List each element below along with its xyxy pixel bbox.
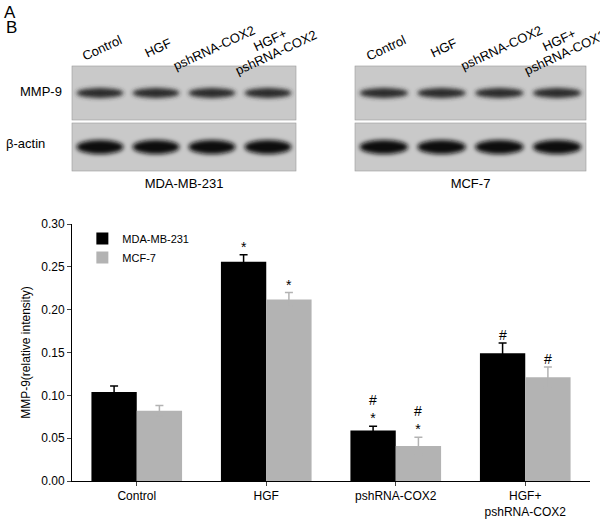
svg-text:pshRNA-COX2: pshRNA-COX2	[171, 22, 258, 74]
svg-text:MDA-MB-231: MDA-MB-231	[145, 176, 224, 191]
svg-text:MDA-MB-231: MDA-MB-231	[122, 233, 189, 245]
svg-text:HGF+pshRNA-COX2: HGF+pshRNA-COX2	[516, 14, 600, 78]
svg-text:0.20: 0.20	[41, 303, 65, 317]
svg-text:0.15: 0.15	[41, 346, 65, 360]
svg-text:β-actin: β-actin	[6, 136, 45, 151]
svg-text:0.25: 0.25	[41, 260, 65, 274]
svg-text:pshRNA-COX2: pshRNA-COX2	[355, 489, 437, 503]
svg-text:0.30: 0.30	[41, 217, 65, 231]
svg-text:Control: Control	[117, 489, 156, 503]
svg-text:MMP-9(relative intensity): MMP-9(relative intensity)	[19, 286, 33, 419]
svg-text:#: #	[544, 351, 552, 367]
svg-text:0.00: 0.00	[41, 474, 65, 488]
svg-text:*: *	[286, 277, 292, 293]
svg-text:B: B	[6, 18, 18, 37]
svg-text:HGF: HGF	[428, 35, 459, 60]
svg-text:0.05: 0.05	[41, 431, 65, 445]
svg-text:Control: Control	[80, 32, 124, 63]
svg-text:HGF+pshRNA-COX2: HGF+pshRNA-COX2	[485, 489, 567, 519]
svg-text:#: #	[499, 327, 507, 343]
svg-text:HGF+pshRNA-COX2: HGF+pshRNA-COX2	[227, 14, 319, 78]
svg-text:HGF: HGF	[142, 35, 173, 60]
svg-text:MMP-9: MMP-9	[20, 84, 62, 99]
svg-text:A: A	[4, 3, 16, 22]
svg-text:pshRNA-COX2: pshRNA-COX2	[458, 22, 545, 74]
svg-text:*: *	[241, 239, 247, 255]
svg-text:MCF-7: MCF-7	[122, 252, 156, 264]
svg-text:HGF: HGF	[254, 489, 279, 503]
svg-text:#*: #*	[369, 392, 377, 426]
svg-text:Control: Control	[364, 32, 408, 63]
svg-text:#*: #*	[414, 403, 422, 437]
svg-text:0.10: 0.10	[41, 389, 65, 403]
svg-text:MCF-7: MCF-7	[451, 176, 491, 191]
